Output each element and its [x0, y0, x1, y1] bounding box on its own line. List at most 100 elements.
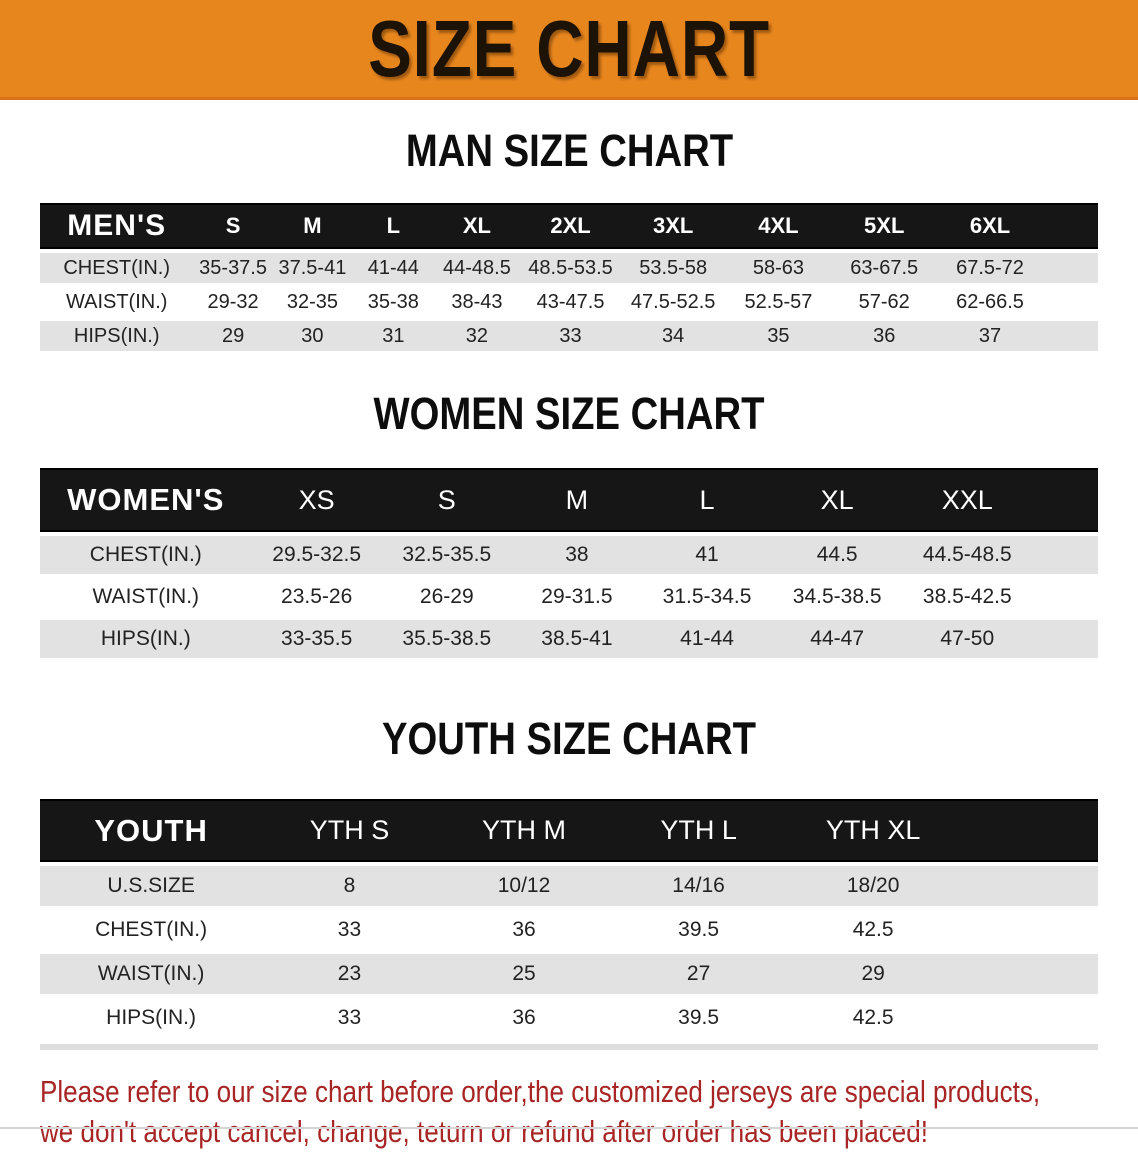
size-column-header: 4XL — [724, 203, 833, 249]
measurement-value: 35 — [724, 321, 833, 351]
measurement-value: 29.5-32.5 — [251, 536, 382, 574]
measurement-value: 38.5-42.5 — [922, 585, 1012, 608]
size-chart-banner: SIZE CHART — [0, 0, 1138, 100]
measurement-value: 38.5-41 — [511, 620, 642, 658]
measurement-value: 33-35.5 — [251, 620, 382, 658]
measurement-value: 26-29 — [419, 585, 474, 608]
measurement-value: 32.5-35.5 — [381, 536, 512, 574]
measurement-label: WAIST(IN.) — [40, 954, 263, 994]
measurement-row: WAIST(IN.) 23.5-26 26-29 29-31.5 31.5-34.5 34… — [40, 578, 1098, 616]
measurement-value: 35.5-38.5 — [381, 620, 512, 658]
measurement-row: CHEST(IN.) 35-37.5 37.5-41 41-44 44-48.5 48.5… — [40, 253, 1098, 283]
measurement-value: 41-44 — [352, 253, 435, 283]
row-filler-cell — [1043, 321, 1098, 351]
size-column-header: YTH S — [262, 799, 437, 862]
size-column-header: L — [352, 203, 435, 249]
measurement-value: 44-48.5 — [434, 253, 520, 283]
measurement-row: HIPS(IN.) 33 36 39.5 42.5 — [40, 998, 1098, 1038]
measurement-label: CHEST(IN.) — [40, 536, 252, 574]
size-column-header: S — [193, 203, 273, 249]
measurement-value: 62-66.5 — [956, 290, 1024, 313]
measurement-label: WAIST(IN.) — [92, 585, 200, 608]
measurement-value: 23.5-26 — [281, 585, 353, 608]
table-category-label: WOMEN'S — [40, 468, 252, 532]
women-size-table: WOMEN'S XS S M L XL XXL CHEST(IN.) 29.5-32.5 32.5… — [40, 464, 1098, 662]
header-filler-cell — [1043, 203, 1098, 249]
measurement-label: WAIST(IN.) — [65, 290, 168, 313]
row-filler-cell — [1044, 287, 1098, 317]
measurement-value: 10/12 — [436, 866, 612, 906]
measurement-row: CHEST(IN.) 29.5-32.5 32.5-35.5 38 41 44.5 44.5… — [40, 536, 1098, 574]
measurement-row: WAIST(IN.) 23 25 27 29 — [40, 954, 1098, 994]
measurement-value: 67.5-72 — [936, 253, 1044, 283]
size-table-header-row: YOUTH YTH S YTH M YTH L YTH XL — [40, 799, 1098, 862]
measurement-value: 41 — [641, 536, 773, 574]
row-filler-cell — [960, 954, 1098, 994]
measurement-row: WAIST(IN.) 29-32 32-35 35-38 38-43 43-47.5 47.… — [40, 287, 1098, 317]
measurement-value: 36 — [512, 918, 536, 941]
measurement-value: 44.5-48.5 — [902, 536, 1033, 574]
measurement-value: 37 — [936, 321, 1044, 351]
measurement-value: 53.5-58 — [621, 253, 725, 283]
size-column-header: 5XL — [832, 203, 937, 249]
measurement-label: U.S.SIZE — [40, 866, 263, 906]
measurement-value: 47-50 — [902, 620, 1033, 658]
measurement-value: 33 — [337, 918, 362, 941]
measurement-value: 42.5 — [852, 918, 894, 941]
measurement-value: 23 — [262, 954, 437, 994]
measurement-value: 33 — [337, 1006, 362, 1029]
youth-table-bottom-strip — [40, 1044, 1098, 1050]
row-filler-cell — [1032, 578, 1098, 616]
measurement-value: 31.5-34.5 — [662, 585, 752, 608]
measurement-value: 34 — [621, 321, 725, 351]
size-table-header-row: MEN'S S M L XL 2XL 3XL 4XL 5XL 6XL — [40, 203, 1098, 249]
measurement-value: 38 — [511, 536, 642, 574]
size-column-header: 2XL — [519, 203, 622, 249]
measurement-value: 8 — [262, 866, 437, 906]
banner-title: SIZE CHART — [368, 3, 770, 93]
size-column-header: YTH XL — [785, 799, 961, 862]
size-column-header: XXL — [902, 468, 1033, 532]
measurement-value: 14/16 — [611, 866, 786, 906]
measurement-value: 32-35 — [286, 290, 338, 313]
size-column-header: YTH M — [436, 799, 612, 862]
measurement-value: 36 — [832, 321, 937, 351]
table-category-label: MEN'S — [40, 203, 194, 249]
order-disclaimer: Please refer to our size chart before or… — [40, 1072, 1138, 1152]
row-filler-cell — [1032, 620, 1098, 658]
measurement-value: 47.5-52.5 — [630, 290, 716, 313]
measurement-value: 41-44 — [641, 620, 773, 658]
women-section-heading-text: WOMEN SIZE CHART — [373, 388, 765, 439]
header-filler-cell — [960, 799, 1098, 862]
measurement-label: HIPS(IN.) — [40, 620, 252, 658]
measurement-value: 18/20 — [785, 866, 961, 906]
measurement-value: 35-38 — [367, 290, 419, 313]
measurement-value: 48.5-53.5 — [519, 253, 622, 283]
measurement-value: 39.5 — [678, 918, 720, 941]
row-filler-cell — [1043, 253, 1098, 283]
measurement-value: 37.5-41 — [272, 253, 353, 283]
measurement-label: HIPS(IN.) — [106, 1006, 196, 1029]
measurement-value: 36 — [512, 1006, 536, 1029]
measurement-row: U.S.SIZE 8 10/12 14/16 18/20 — [40, 866, 1098, 906]
header-filler-cell — [1032, 468, 1098, 532]
row-filler-cell — [960, 910, 1098, 950]
measurement-label: CHEST(IN.) — [95, 918, 208, 941]
youth-section-heading-text: YOUTH SIZE CHART — [381, 713, 756, 764]
measurement-value: 30 — [272, 321, 353, 351]
measurement-label: CHEST(IN.) — [40, 253, 194, 283]
page-bottom-divider — [0, 1127, 1138, 1129]
measurement-value: 29 — [193, 321, 273, 351]
youth-section-heading: YOUTH SIZE CHART — [0, 714, 1138, 775]
measurement-value: 33 — [519, 321, 622, 351]
measurement-row: CHEST(IN.) 33 36 39.5 42.5 — [40, 910, 1098, 950]
measurement-value: 29-31.5 — [541, 585, 613, 608]
size-column-header: L — [641, 468, 773, 532]
measurement-value: 63-67.5 — [832, 253, 937, 283]
youth-size-table: YOUTH YTH S YTH M YTH L YTH XL U.S.SIZE 8 10/12… — [40, 795, 1098, 1042]
disclaimer-line-2: we don't accept cancel, change, teturn o… — [40, 1114, 929, 1149]
measurement-value: 43-47.5 — [536, 290, 605, 313]
size-column-header: S — [381, 468, 512, 532]
row-filler-cell — [960, 998, 1098, 1038]
size-column-header: XL — [434, 203, 520, 249]
